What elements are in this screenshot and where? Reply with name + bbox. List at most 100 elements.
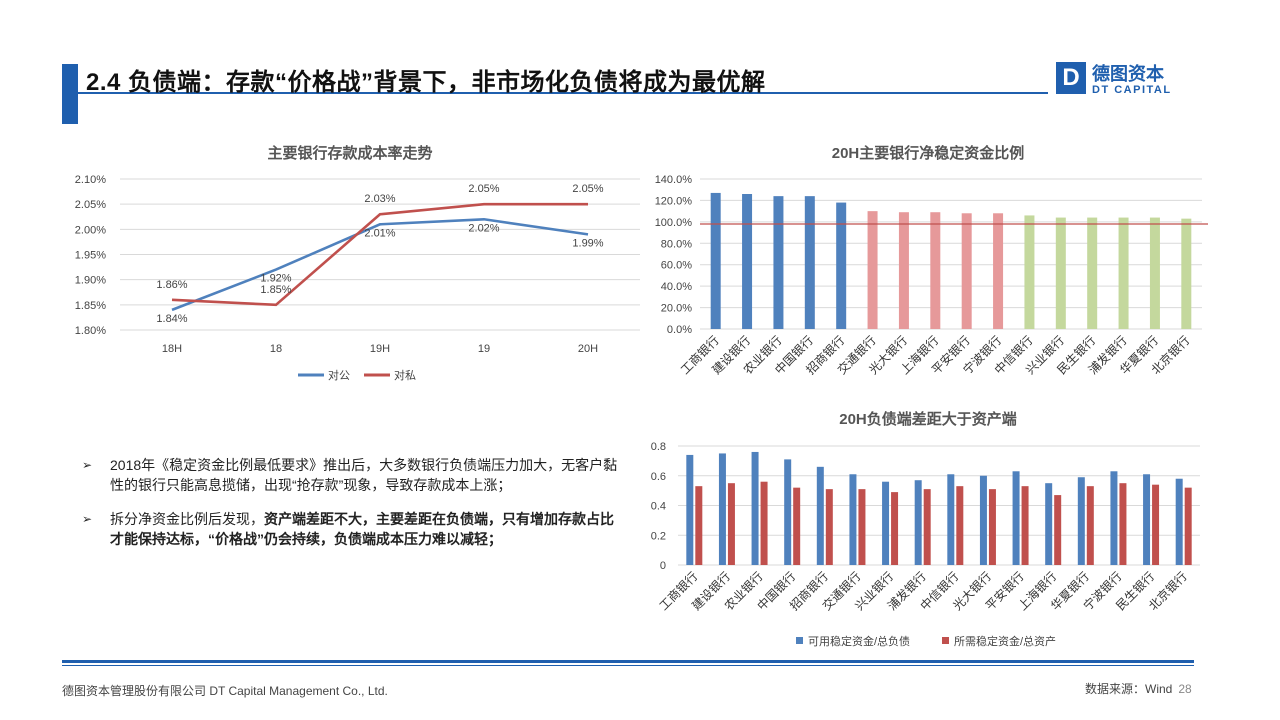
data-label: 1.92%	[260, 273, 291, 285]
y-tick-label: 140.0%	[655, 174, 693, 186]
data-label: 2.02%	[468, 222, 499, 234]
bar	[1181, 218, 1192, 329]
bar	[882, 481, 890, 565]
bar	[914, 480, 922, 565]
footer-source: 数据来源：Wind 28	[1085, 682, 1192, 696]
nsfr-chart-title: 20H主要银行净稳定资金比例	[831, 145, 1025, 162]
y-tick-label: 1.90%	[75, 275, 106, 287]
y-tick-label: 0.6	[651, 471, 666, 483]
nsfr-bar-chart: 0.0% 20.0% 40.0% 60.0% 80.0% 100.0% 120.0% 140.…	[655, 174, 1208, 377]
bar	[1086, 486, 1094, 565]
bar	[1110, 471, 1118, 565]
legend-swatch	[796, 637, 803, 644]
bar	[1024, 215, 1035, 329]
gap-chart-title: 20H负债端差距大于资产端	[839, 411, 1017, 428]
bar	[898, 212, 909, 329]
bar	[727, 483, 735, 565]
y-tick-label: 2.00%	[75, 224, 106, 236]
bar	[867, 211, 878, 329]
bar	[956, 486, 964, 565]
bar	[930, 212, 941, 329]
data-label: 1.86%	[156, 279, 187, 291]
footer-divider	[62, 660, 1194, 663]
bar	[1087, 217, 1098, 329]
bullet-item: ➢ 拆分净资金比例后发现，资产端差距不大，主要差距在负债端，只有增加存款占比才能…	[82, 509, 622, 549]
liability-gap-bar-chart: 00.20.40.60.8工商银行建设银行农业银行中国银行招商银行交通银行兴业银…	[651, 441, 1200, 648]
page-number: 28	[1178, 682, 1192, 696]
y-tick-label: 0	[660, 560, 666, 572]
bar	[858, 489, 866, 565]
y-tick-label: 1.95%	[75, 250, 106, 262]
bar	[695, 486, 703, 565]
x-tick-label: 19H	[370, 343, 390, 355]
bar	[742, 194, 753, 329]
bar	[1012, 471, 1020, 565]
y-tick-label: 120.0%	[655, 195, 693, 207]
bar	[1143, 474, 1151, 565]
bar	[961, 213, 972, 329]
bar	[1119, 483, 1127, 565]
bar	[1118, 217, 1129, 329]
page-title: 2.4 负债端：存款“价格战”背景下，非市场化负债将成为最优解	[86, 69, 766, 96]
bar	[979, 475, 987, 565]
logo-text-cn: 德图资本	[1092, 64, 1164, 84]
bar	[1175, 478, 1183, 565]
bar	[1184, 487, 1192, 565]
x-tick-label: 18H	[162, 343, 182, 355]
legend-label: 对公	[328, 368, 350, 382]
data-label: 1.85%	[260, 284, 291, 296]
deposit-cost-line-chart: 1.80% 1.85% 1.90% 1.95% 2.00% 2.05% 2.10% 18H 18…	[75, 174, 640, 382]
legend-label: 可用稳定资金/总负债	[808, 634, 910, 648]
footer-company: 德图资本管理股份有限公司 DT Capital Management Co., …	[62, 684, 388, 698]
bar	[816, 466, 824, 565]
data-label: 2.05%	[572, 183, 603, 195]
legend-swatch	[942, 637, 949, 644]
data-label: 2.03%	[364, 193, 395, 205]
bar	[825, 489, 833, 565]
bar	[1054, 495, 1062, 565]
series-line	[171, 217, 589, 312]
bar	[686, 454, 694, 565]
y-tick-label: 60.0%	[661, 260, 692, 272]
y-tick-label: 2.05%	[75, 199, 106, 211]
bullet-arrow-icon: ➢	[82, 458, 93, 472]
bar	[1055, 217, 1066, 329]
bar	[1152, 484, 1160, 565]
bullet-text: 拆分净资金比例后发现，资产端差距不大，主要差距在负债端，只有增加存款占比才能保持…	[110, 511, 614, 547]
bar	[849, 474, 857, 565]
bar	[891, 492, 899, 565]
bullet-item: ➢ 2018年《稳定资金比例最低要求》推出后，大多数银行负债端压力加大，无客户黏…	[82, 455, 622, 495]
y-tick-label: 0.2	[651, 530, 666, 542]
bar	[993, 213, 1004, 329]
line-chart-title: 主要银行存款成本率走势	[267, 145, 433, 162]
logo-mark: D	[1056, 62, 1086, 94]
legend-label: 所需稳定资金/总资产	[954, 634, 1056, 648]
y-tick-label: 0.0%	[667, 324, 692, 336]
y-tick-label: 0.8	[651, 441, 666, 453]
y-tick-label: 40.0%	[661, 281, 692, 293]
data-label: 1.84%	[156, 313, 187, 325]
logo-text-en: DT CAPITAL	[1092, 84, 1172, 96]
bar	[923, 489, 931, 565]
x-tick-label: 20H	[578, 343, 598, 355]
data-label: 2.01%	[364, 227, 395, 239]
bullet-list: ➢ 2018年《稳定资金比例最低要求》推出后，大多数银行负债端压力加大，无客户黏…	[82, 455, 622, 563]
x-tick-label: 19	[478, 343, 490, 355]
data-label: 1.99%	[572, 237, 603, 249]
footer-divider-thin	[62, 665, 1194, 666]
bar	[947, 474, 955, 565]
bar	[793, 487, 801, 565]
bar	[784, 459, 792, 565]
bar	[1021, 486, 1029, 565]
bullet-arrow-icon: ➢	[82, 512, 93, 526]
bar	[773, 196, 784, 329]
bar	[1149, 217, 1160, 329]
bar	[710, 192, 721, 329]
y-tick-label: 20.0%	[661, 303, 692, 315]
y-tick-label: 80.0%	[661, 238, 692, 250]
bar	[1077, 477, 1085, 565]
bar	[1045, 483, 1053, 565]
title-accent-bar	[62, 64, 78, 124]
title-underline	[62, 92, 1048, 94]
bar	[836, 202, 847, 329]
